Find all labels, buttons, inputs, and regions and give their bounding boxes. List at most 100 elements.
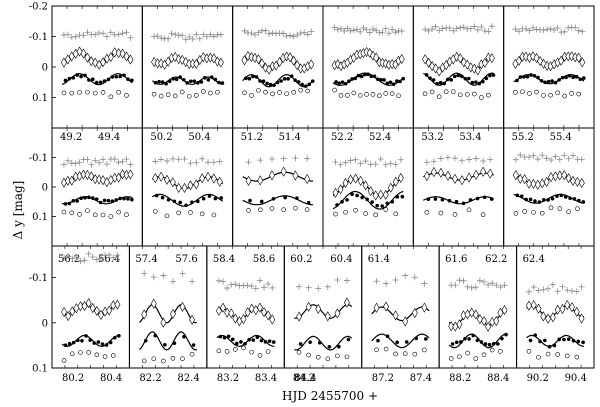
- panel-date-label: 53.4: [459, 132, 481, 143]
- plus-marker: [543, 155, 550, 162]
- diamond-marker: [84, 52, 91, 63]
- plus-marker: [72, 160, 79, 167]
- plus-marker: [459, 157, 466, 164]
- open-marker: [246, 208, 251, 213]
- filled-marker: [370, 200, 374, 204]
- plus-marker: [436, 27, 443, 34]
- diamond-marker: [565, 173, 572, 184]
- filled-marker: [83, 73, 87, 78]
- open-marker: [479, 95, 484, 100]
- open-marker: [86, 350, 91, 355]
- plus-marker: [554, 288, 561, 295]
- diamond-marker: [165, 56, 172, 67]
- filled-marker: [92, 341, 97, 345]
- diamond-marker: [68, 175, 75, 186]
- filled-marker: [459, 340, 463, 344]
- plus-marker: [565, 155, 572, 162]
- plus-marker: [379, 29, 386, 36]
- panel-frame: [141, 5, 234, 129]
- filled-marker: [537, 200, 542, 204]
- diamond-marker: [200, 52, 207, 63]
- plus-marker: [343, 277, 350, 284]
- panel-date-label: 55.4: [550, 132, 572, 143]
- filled-marker: [91, 77, 95, 82]
- diamond-marker: [466, 172, 472, 183]
- diamond-marker: [558, 55, 565, 66]
- open-marker: [172, 93, 178, 99]
- diamond-marker: [210, 173, 217, 184]
- filled-marker: [118, 74, 122, 79]
- filled-marker: [533, 199, 537, 203]
- diamond-marker: [182, 56, 189, 68]
- filled-marker: [555, 194, 559, 198]
- filled-marker: [382, 78, 386, 82]
- plus-marker: [373, 27, 380, 34]
- open-marker: [457, 354, 462, 360]
- plus-marker: [554, 25, 561, 32]
- diamond-marker: [575, 52, 582, 63]
- plus-marker: [214, 31, 221, 38]
- diamond-marker: [172, 51, 179, 63]
- filled-marker: [524, 197, 528, 202]
- filled-marker: [475, 338, 480, 343]
- plus-marker: [175, 32, 182, 39]
- y-tick-label: 0: [42, 183, 48, 194]
- plus-marker: [169, 155, 176, 162]
- open-marker: [576, 91, 582, 97]
- plus-marker: [123, 156, 130, 163]
- diamond-marker: [100, 175, 106, 186]
- diamond-marker: [210, 53, 217, 64]
- open-marker: [536, 354, 541, 360]
- filled-marker: [369, 74, 374, 79]
- filled-marker: [543, 338, 547, 343]
- plus-marker: [280, 30, 287, 37]
- open-marker: [315, 354, 321, 360]
- filled-fit-curve: [513, 74, 585, 85]
- x-tick-label: 87.2: [372, 373, 394, 384]
- open-marker: [486, 92, 491, 98]
- open-marker: [383, 207, 389, 212]
- filled-marker: [163, 342, 167, 347]
- plus-marker: [248, 30, 255, 37]
- plus-marker: [545, 285, 552, 292]
- open-marker: [555, 90, 560, 96]
- plus-marker: [119, 158, 126, 165]
- open-marker: [498, 349, 503, 354]
- filled-marker: [353, 76, 358, 81]
- open-marker: [353, 207, 358, 213]
- diamond-marker: [332, 187, 339, 198]
- plus-marker: [337, 161, 344, 168]
- diamond-marker: [432, 63, 439, 74]
- diamond-marker: [92, 174, 99, 185]
- filled-marker: [482, 195, 487, 200]
- plus-marker: [453, 25, 460, 32]
- diamond-marker: [114, 299, 121, 310]
- filled-marker: [567, 74, 572, 78]
- plus-marker: [103, 161, 110, 168]
- diamond-marker: [530, 300, 537, 311]
- open-marker: [541, 93, 546, 98]
- panel-date-label: 49.2: [60, 132, 82, 143]
- diamond-marker: [473, 169, 480, 180]
- plus-marker: [256, 277, 263, 284]
- panel-date-label: 62.4: [523, 254, 545, 265]
- open-marker: [108, 94, 114, 100]
- filled-marker: [188, 79, 193, 84]
- open-marker: [61, 209, 67, 215]
- filled-marker: [100, 342, 105, 346]
- diamond-marker: [244, 50, 251, 62]
- filled-marker: [522, 75, 526, 79]
- filled-marker: [461, 201, 466, 206]
- filled-marker: [71, 340, 76, 345]
- plus-marker: [478, 23, 485, 30]
- panel-date-label: 56.4: [98, 254, 120, 265]
- plus-marker: [425, 27, 432, 34]
- plus-marker: [446, 24, 453, 31]
- plus-marker: [179, 32, 186, 39]
- plus-marker: [232, 281, 239, 288]
- plus-marker: [578, 283, 585, 290]
- plus-marker: [269, 29, 276, 36]
- filled-marker: [376, 338, 380, 343]
- filled-marker: [172, 341, 177, 345]
